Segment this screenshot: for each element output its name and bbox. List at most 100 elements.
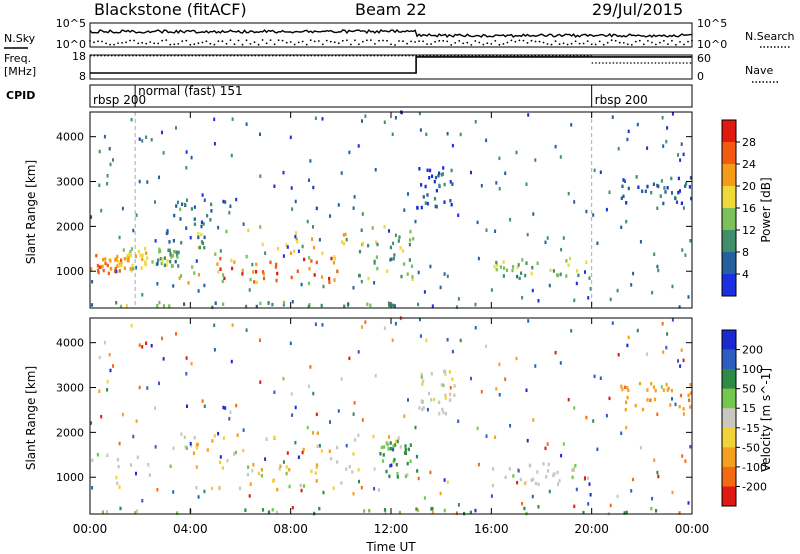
velocity-cell — [418, 317, 421, 322]
velocity-cell — [388, 474, 391, 479]
power-cell — [296, 269, 299, 273]
power-cell — [650, 190, 653, 195]
nsearch-point — [546, 43, 549, 45]
power-cell — [609, 297, 612, 302]
velocity-cell — [627, 388, 630, 393]
velocity-cell — [404, 474, 407, 479]
power-cell — [289, 135, 292, 140]
ytick-label: 1000 — [56, 265, 84, 278]
xtick-label: 12:00 — [374, 522, 409, 536]
power-cell — [641, 189, 644, 193]
nsearch-point — [249, 43, 252, 45]
colorbar-label: -15 — [742, 422, 760, 435]
power-cell — [295, 231, 298, 235]
velocity-cell — [282, 460, 285, 464]
power-cell — [275, 278, 278, 283]
power-cell — [210, 202, 213, 207]
nsearch-point — [642, 43, 645, 46]
velocity-cell — [671, 318, 674, 322]
freq-top-tick: 18 — [72, 50, 86, 63]
power-cell — [449, 199, 452, 203]
power-cell — [568, 256, 572, 261]
nsearch-point — [486, 42, 489, 45]
velocity-cell — [190, 443, 193, 448]
velocity-cell — [185, 356, 188, 360]
nsearch-point — [534, 40, 537, 43]
noise-traces — [89, 28, 693, 46]
power-cell — [294, 234, 297, 239]
power-cell — [679, 158, 682, 162]
power-cell — [409, 238, 412, 242]
power-cell — [406, 272, 409, 276]
power-cell — [217, 225, 220, 230]
velocity-cell — [211, 486, 214, 491]
velocity-cell — [372, 434, 375, 439]
velocity-cell — [536, 470, 539, 474]
power-cell — [166, 229, 169, 233]
power-cell — [264, 251, 267, 255]
power-cell — [585, 209, 588, 214]
power-cell — [670, 176, 673, 181]
velocity-cell — [526, 438, 529, 443]
power-cell — [677, 176, 680, 181]
velocity-cell — [112, 364, 114, 368]
nsearch-point — [630, 43, 633, 46]
velocity-cell — [259, 338, 261, 342]
power-cell — [115, 258, 118, 262]
power-cell — [156, 282, 159, 286]
power-cell — [352, 286, 355, 290]
power-cell — [495, 267, 498, 272]
power-cell — [286, 245, 289, 249]
velocity-cell — [230, 359, 233, 364]
velocity-cell — [469, 510, 472, 515]
velocity-cell — [147, 462, 150, 467]
power-cell — [224, 200, 227, 204]
velocity-cell — [352, 452, 355, 456]
velocity-cell — [135, 509, 138, 513]
power-cell — [245, 254, 248, 259]
velocity-cell — [312, 431, 314, 435]
power-cell — [101, 264, 104, 269]
power-cell — [517, 263, 520, 267]
power-cell — [202, 222, 205, 226]
nsearch-point — [634, 40, 637, 43]
nsearch-point — [659, 41, 661, 44]
velocity-cell — [474, 326, 477, 330]
nsearch-point — [113, 43, 115, 46]
power-cell — [446, 274, 449, 278]
power-cell — [671, 191, 673, 195]
velocity-cell — [449, 398, 452, 402]
power-cell — [150, 138, 153, 142]
power-cell — [401, 249, 404, 253]
power-cell — [521, 258, 524, 262]
velocity-cell — [492, 467, 495, 471]
nsearch-point — [329, 40, 332, 43]
velocity-cell — [689, 405, 692, 409]
velocity-cell — [391, 338, 394, 342]
power-cell — [322, 284, 325, 289]
velocity-cell — [562, 442, 565, 446]
power-cell — [426, 168, 429, 172]
nsearch-point — [538, 40, 541, 43]
velocity-cell — [650, 382, 653, 386]
velocity-cell — [294, 405, 297, 410]
power-cell — [596, 241, 599, 245]
power-cell — [173, 213, 176, 218]
velocity-cell — [438, 411, 441, 416]
velocity-cell — [118, 485, 121, 489]
nsearch-point — [358, 43, 360, 46]
ytick-label: 2000 — [56, 220, 84, 233]
power-cell — [315, 260, 318, 265]
velocity-cell — [236, 433, 239, 437]
velocity-cell — [90, 421, 93, 425]
colorbar-swatch — [722, 447, 736, 468]
velocity-cell — [185, 372, 188, 376]
power-cell — [307, 281, 311, 286]
velocity-cell — [620, 384, 623, 389]
power-cell — [442, 166, 445, 170]
velocity-cell — [289, 341, 292, 346]
velocity-cell — [345, 467, 348, 471]
velocity-cell — [662, 388, 665, 392]
velocity-cell — [430, 398, 433, 402]
velocity-cell — [512, 474, 515, 478]
